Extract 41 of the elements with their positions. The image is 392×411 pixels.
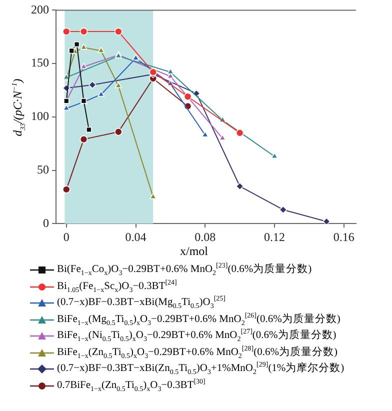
- point: [279, 206, 288, 214]
- x-tick-label: 0.16: [333, 230, 354, 244]
- point: [167, 68, 174, 74]
- point: [74, 41, 80, 48]
- y-tick-label: 100: [31, 109, 49, 124]
- point: [114, 82, 122, 88]
- point: [80, 28, 88, 36]
- point: [80, 44, 88, 50]
- point: [62, 28, 70, 36]
- point: [132, 54, 140, 60]
- point: [114, 128, 122, 136]
- point: [98, 90, 105, 97]
- point: [236, 182, 244, 190]
- x-tick-label: 0.08: [194, 230, 216, 244]
- point: [80, 62, 88, 69]
- point: [236, 129, 244, 137]
- point: [68, 48, 74, 54]
- point: [80, 135, 88, 144]
- point: [88, 80, 96, 89]
- x-tick-label: 0: [63, 230, 70, 244]
- text: BiFe$_{1−x}$(Mg$_{0.5}$Ti$_{0.5}$)$_{x}$O$_{3}$−0.29BT+0.6% MnO$_{2}$$^{[26]}$(0.6%为质量分数): [57, 311, 340, 327]
- y-tick-label: 0: [43, 216, 49, 230]
- x-axis-title: x/mol: [180, 244, 208, 259]
- point: [62, 186, 70, 194]
- y-tick-label: 200: [31, 2, 49, 16]
- text: 0.7BiFe$_{1−x}$(Zn$_{0.5}$Ti$_{0.5}$)$_{x}$O$_{3}$−0.3BT$^{[30]}$: [57, 377, 206, 393]
- point: [149, 68, 158, 76]
- x-tick-label: 0.12: [264, 230, 285, 244]
- text: Bi(Fe$_{1−x}$Co$_{x}$)O$_{3}$−0.29BT+0.6% MnO$_{2}$$^{[23]}$(0.6%为质量分数): [57, 262, 312, 278]
- point: [114, 28, 122, 36]
- x-tick-label: 0.04: [125, 230, 146, 244]
- point: [184, 92, 192, 101]
- point: [322, 218, 330, 224]
- text: (0.7−x)BF−0.3BT−xBi(Zn$_{0.5}$Ti$_{0.5}$)O$_{3}$+1%MnO$_{2}$$^{[29]}$(1%为摩尔分数): [57, 360, 344, 376]
- text: Bi$_{1.05}$(Fe$_{1−x}$Sc$_{x}$)O$_{3}$−0.3BT$^{[24]}$: [57, 278, 177, 294]
- text: BiFe$_{1−x}$(Zn$_{0.5}$Ti$_{0.5}$)$_{x}$O$_{3}$−0.29BT+0.6% MnO$_{2}$$^{[28]}$(0.6%为质量分数): [57, 344, 338, 360]
- y-tick-label: 50: [37, 162, 49, 176]
- point: [98, 46, 105, 53]
- point: [86, 126, 92, 133]
- y-tick-label: 150: [31, 56, 49, 70]
- text: BiFe$_{1−x}$(Ni$_{0.5}$Ti$_{0.5}$)$_{x}$O$_{3}$−0.29BT+0.6% MnO$_{2}$$^{[27]}$(0.6%为质量分数): [57, 328, 336, 344]
